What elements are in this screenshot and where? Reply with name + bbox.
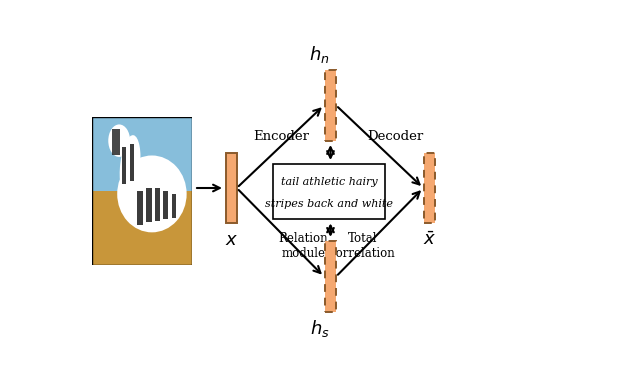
Text: $h_n$: $h_n$ <box>309 45 330 65</box>
Text: $x$: $x$ <box>225 231 238 249</box>
Text: $h_s$: $h_s$ <box>310 318 330 339</box>
Text: stripes back and white: stripes back and white <box>265 199 393 209</box>
Text: Encoder: Encoder <box>253 130 309 143</box>
FancyBboxPatch shape <box>325 70 336 141</box>
FancyBboxPatch shape <box>424 152 435 223</box>
Text: Decoder: Decoder <box>367 130 423 143</box>
Text: $\bar{x}$: $\bar{x}$ <box>423 231 436 249</box>
FancyBboxPatch shape <box>325 241 336 312</box>
FancyBboxPatch shape <box>273 164 385 219</box>
Text: Total
correlation: Total correlation <box>330 232 396 260</box>
FancyBboxPatch shape <box>226 152 237 223</box>
Text: tail athletic hairy: tail athletic hairy <box>281 177 378 187</box>
Text: Relation
module: Relation module <box>278 232 328 260</box>
